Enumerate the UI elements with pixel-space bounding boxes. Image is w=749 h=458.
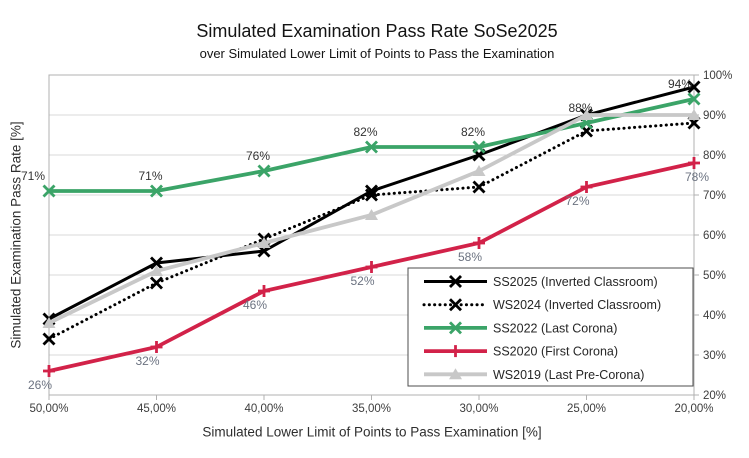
- y-tick-label: 40%: [703, 310, 726, 322]
- x-marker-icon: [472, 140, 486, 154]
- x-marker-icon: [687, 80, 701, 94]
- x-marker-icon: [449, 321, 462, 335]
- x-marker-icon: [365, 188, 378, 202]
- legend-label: SS2025 (Inverted Classroom): [493, 275, 658, 289]
- data-label: 72%: [565, 194, 589, 208]
- legend-item: SS2022 (Last Corona): [424, 321, 617, 335]
- data-label: 71%: [138, 169, 162, 183]
- legend-label: SS2022 (Last Corona): [493, 321, 617, 335]
- x-marker-icon: [150, 276, 163, 290]
- x-tick-label: 50,00%: [29, 403, 68, 415]
- data-label: 26%: [28, 378, 52, 392]
- triangle-marker-icon: [449, 368, 462, 380]
- x-marker-icon: [472, 180, 486, 194]
- data-label: 88%: [568, 101, 592, 115]
- data-label: 76%: [246, 149, 270, 163]
- x-marker-icon: [42, 184, 56, 198]
- x-marker-icon: [365, 140, 378, 154]
- triangle-marker-icon: [42, 317, 56, 328]
- legend-label: SS2020 (First Corona): [493, 345, 618, 359]
- x-axis-title: Simulated Lower Limit of Points to Pass …: [202, 424, 542, 440]
- data-label: 52%: [350, 274, 374, 288]
- data-label: 58%: [458, 250, 482, 264]
- legend-item: SS2020 (First Corona): [424, 345, 618, 359]
- legend-item: WS2024 (Inverted Classroom): [422, 298, 661, 312]
- x-marker-icon: [449, 298, 462, 312]
- chart-title: Simulated Examination Pass Rate SoSe2025: [196, 21, 558, 41]
- y-tick-label: 50%: [703, 270, 726, 282]
- data-label: 46%: [243, 298, 267, 312]
- y-tick-label: 30%: [703, 350, 726, 362]
- legend: SS2025 (Inverted Classroom) WS2024 (Inver…: [407, 267, 694, 387]
- series-ws2019: [42, 109, 701, 328]
- data-label: 82%: [353, 125, 377, 139]
- chart-subtitle: over Simulated Lower Limit of Points to …: [199, 46, 555, 61]
- triangle-marker-icon: [150, 265, 163, 276]
- x-tick-label: 30,00%: [459, 403, 498, 415]
- data-label: 82%: [461, 125, 485, 139]
- triangle-marker-icon: [257, 237, 271, 248]
- legend-item: SS2025 (Inverted Classroom): [424, 275, 658, 289]
- y-tick-label: 90%: [703, 110, 726, 122]
- triangle-marker-icon: [365, 209, 378, 220]
- y-tick-label: 80%: [703, 150, 726, 162]
- data-label: 78%: [685, 170, 709, 184]
- y-tick-label: 70%: [703, 190, 726, 202]
- x-marker-icon: [150, 184, 163, 198]
- data-label: 94%: [668, 77, 692, 91]
- y-tick-label: 20%: [703, 390, 726, 402]
- y-tick-label: 60%: [703, 230, 726, 242]
- data-label: 32%: [135, 354, 159, 368]
- x-marker-icon: [150, 256, 163, 270]
- x-tick-label: 20,00%: [674, 403, 713, 415]
- legend-label: WS2019 (Last Pre-Corona): [493, 368, 644, 382]
- x-tick-label: 35,00%: [352, 403, 391, 415]
- series-ss2020: [43, 157, 700, 377]
- legend-label: WS2024 (Inverted Classroom): [493, 298, 661, 312]
- triangle-marker-icon: [472, 165, 486, 176]
- y-axis: 20% 30% 40% 50% 60% 70% 80% 90% 100%: [694, 70, 732, 402]
- y-tick-label: 100%: [703, 70, 732, 82]
- data-label: 71%: [21, 169, 45, 183]
- x-marker-icon: [365, 184, 378, 198]
- x-marker-icon: [687, 92, 701, 106]
- x-axis: 50,00% 45,00% 40,00% 35,00% 30,00% 25,00% 20,0…: [29, 395, 714, 415]
- x-marker-icon: [257, 164, 271, 178]
- data-labels: 71% 71% 76% 82% 82% 88% 94%: [21, 77, 692, 183]
- data-labels: 26% 32% 46% 52% 58% 72% 78%: [28, 170, 709, 392]
- x-tick-label: 45,00%: [137, 403, 176, 415]
- x-tick-label: 40,00%: [244, 403, 283, 415]
- x-marker-icon: [42, 332, 56, 346]
- legend-item: WS2019 (Last Pre-Corona): [424, 368, 644, 382]
- x-tick-label: 25,00%: [567, 403, 606, 415]
- triangle-marker-icon: [687, 109, 701, 120]
- triangle-marker-icon: [580, 109, 593, 120]
- x-marker-icon: [449, 275, 462, 288]
- series-ws2024: [42, 116, 701, 346]
